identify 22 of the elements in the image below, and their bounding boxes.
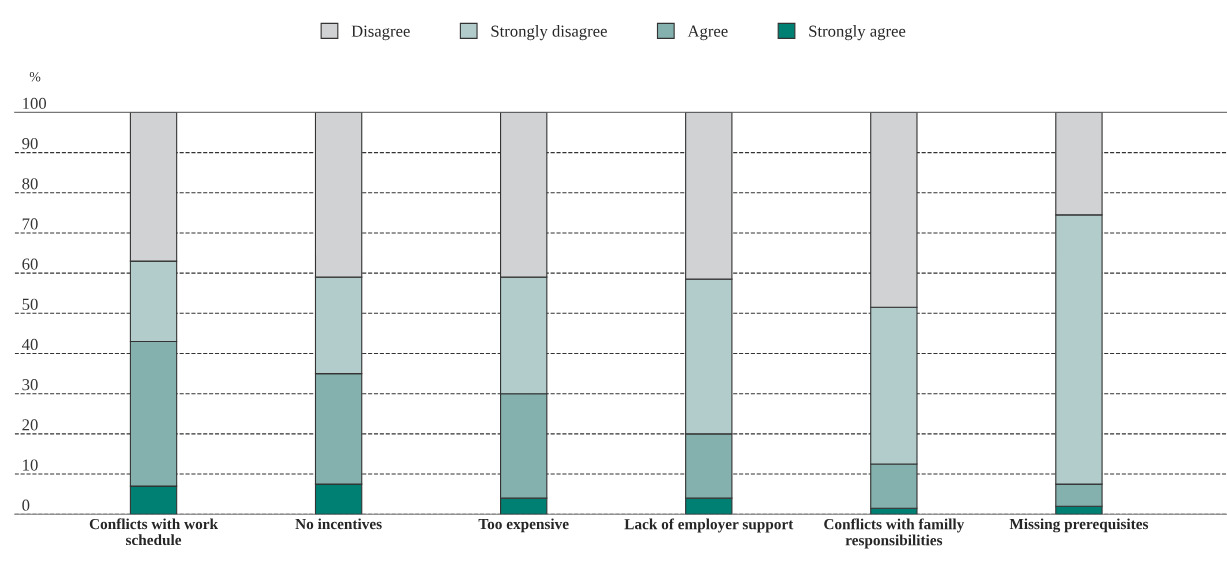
x-tick-label: Conflicts with work schedule xyxy=(89,518,219,546)
legend-label: Agree xyxy=(687,25,728,41)
y-tick-label: 100 xyxy=(23,97,47,110)
y-tick-label: 50 xyxy=(22,298,38,310)
y-tick-label: 40 xyxy=(21,338,38,351)
y-tick-label: 0 xyxy=(22,499,30,511)
x-tick-label: Missing prerequisites xyxy=(1009,518,1149,533)
y-tick-label: 10 xyxy=(23,459,38,471)
x-tick-label: Conflicts with familly responsibilities xyxy=(824,518,965,549)
x-tick-label: Lack of employer support xyxy=(624,518,794,533)
x-tick-label: No incentives xyxy=(295,518,382,530)
legend-label: Disagree xyxy=(351,25,410,41)
y-tick-label: 80 xyxy=(22,178,38,190)
y-tick-label: 70 xyxy=(22,218,38,230)
legend-label: Strongly disagree xyxy=(491,25,607,41)
x-tick-label: Too expensive xyxy=(478,518,569,533)
y-tick-label: 20 xyxy=(22,419,38,431)
y-tick-label: 30 xyxy=(22,379,38,391)
y-tick-label: 90 xyxy=(22,137,38,150)
y-axis-title: % xyxy=(29,72,41,82)
legend-label: Strongly agree xyxy=(809,25,906,41)
y-tick-label: 60 xyxy=(22,258,38,270)
